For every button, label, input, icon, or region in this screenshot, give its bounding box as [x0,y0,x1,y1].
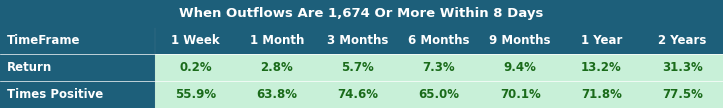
Text: 9 Months: 9 Months [489,34,551,48]
Bar [236,54,317,81]
Bar [398,81,479,108]
Bar [561,28,642,54]
Bar [561,81,642,108]
Text: 65.0%: 65.0% [419,88,460,101]
Text: 1 Week: 1 Week [171,34,220,48]
Text: 3 Months: 3 Months [328,34,388,48]
Text: 74.6%: 74.6% [338,88,378,101]
Bar [0,54,155,81]
Text: 77.5%: 77.5% [662,88,703,101]
Text: 1 Year: 1 Year [581,34,622,48]
Bar [236,81,317,108]
Text: 70.1%: 70.1% [500,88,541,101]
Bar [236,28,317,54]
Text: 6 Months: 6 Months [408,34,470,48]
Bar [398,54,479,81]
Bar [479,28,561,54]
Text: 5.7%: 5.7% [341,61,375,74]
Text: TimeFrame: TimeFrame [7,34,81,48]
Bar [642,81,723,108]
Text: 0.2%: 0.2% [179,61,212,74]
Text: 9.4%: 9.4% [504,61,536,74]
Bar [317,54,398,81]
Bar [317,81,398,108]
Text: When Outflows Are 1,674 Or More Within 8 Days: When Outflows Are 1,674 Or More Within 8… [179,7,544,21]
Text: 31.3%: 31.3% [662,61,703,74]
Text: Return: Return [7,61,53,74]
Bar [479,54,561,81]
Bar [479,81,561,108]
Bar [0,28,155,54]
Bar [155,81,236,108]
Bar [398,28,479,54]
Bar [561,54,642,81]
Text: 71.8%: 71.8% [581,88,622,101]
Text: Times Positive: Times Positive [7,88,103,101]
Text: 1 Month: 1 Month [249,34,304,48]
Text: 13.2%: 13.2% [581,61,622,74]
Bar [0,81,155,108]
Text: 2 Years: 2 Years [658,34,706,48]
Bar [155,54,236,81]
Bar [642,54,723,81]
Text: 63.8%: 63.8% [256,88,297,101]
Text: 2.8%: 2.8% [260,61,293,74]
Bar [0,0,723,28]
Text: 55.9%: 55.9% [175,88,216,101]
Text: 7.3%: 7.3% [423,61,455,74]
Bar [155,28,236,54]
Bar [317,28,398,54]
Bar [642,28,723,54]
